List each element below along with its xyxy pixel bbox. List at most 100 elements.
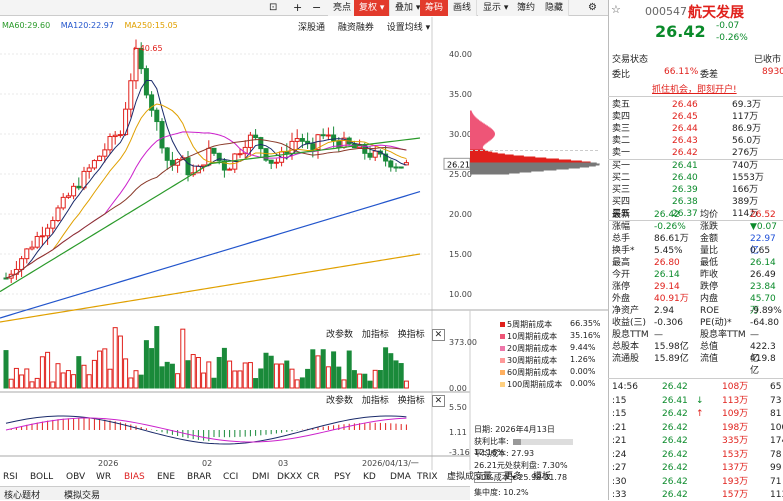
volume-bar — [247, 362, 253, 389]
indicator-tab-dma[interactable]: DMA — [390, 472, 411, 482]
stat-value: 0.65 — [750, 246, 771, 256]
current-price-tag: 26.21 — [447, 160, 470, 169]
volume-bar — [336, 366, 342, 389]
tick-row: :21 26.42 335万 174 — [612, 435, 783, 447]
indicator-tab-kd[interactable]: KD — [363, 472, 376, 482]
zoom-in-icon[interactable]: + — [293, 1, 303, 14]
stat-key: 涨停 — [612, 282, 631, 292]
tab-sim-trade[interactable]: 模拟交易 — [64, 491, 101, 501]
macd-add-indicator-button[interactable]: 加指标 — [361, 396, 389, 406]
indicator-tab-ene[interactable]: ENE — [157, 472, 176, 482]
indicator-tab-cr[interactable]: CR — [307, 472, 320, 482]
order-price: 26.38 — [672, 197, 698, 207]
toolbar-item-0[interactable]: 亮点 — [328, 0, 358, 16]
chevron-down-icon[interactable]: ▾ — [511, 473, 516, 482]
chevron-down-icon[interactable]: ▾ — [377, 3, 385, 13]
order-label: 买五 — [612, 209, 631, 219]
candle — [164, 147, 170, 161]
stat-key: 均价 — [700, 210, 719, 220]
volume-bar — [45, 351, 51, 389]
indicator-tab-模板[interactable]: 模板 — [533, 472, 552, 482]
indicator-tab-cci[interactable]: CCI — [223, 472, 239, 482]
candle — [393, 166, 399, 169]
kline-chart-area[interactable]: 40.00 35.00 30.00 25.00 20.00 15.00 10.00 26.21… — [0, 0, 608, 470]
candle — [331, 134, 337, 142]
indicator-tab-obv[interactable]: OBV — [66, 472, 86, 482]
link-set-ma[interactable]: 设置均线 — [386, 23, 423, 33]
toolbar-item-1[interactable]: 复权 ▾ — [354, 0, 391, 16]
profit-label: 获利比率: — [474, 437, 509, 446]
close-icon[interactable]: ✕ — [431, 395, 446, 407]
toolbar-item-label: 簿约 — [517, 3, 536, 13]
indicator-tab-dmi[interactable]: DMI — [252, 472, 270, 482]
stat-value: 26.14 — [654, 270, 680, 280]
open-account-banner[interactable]: 抓住机会，即刻开户! — [652, 85, 737, 95]
macd-edit-params-button[interactable]: 改参数 — [326, 396, 354, 406]
order-label: 卖一 — [612, 148, 631, 158]
close-icon[interactable]: ✕ — [431, 329, 446, 341]
stat-key: 收益(三) — [612, 318, 647, 328]
stat-key: 净资产 — [612, 306, 640, 316]
tick-v: 109万 — [722, 409, 749, 419]
volume-bar — [315, 355, 321, 389]
vol-change-indicator-button[interactable]: 换指标 — [397, 330, 425, 340]
zoom-out-icon[interactable]: − — [312, 1, 322, 14]
ma250-label: MA250:15.05 — [124, 21, 178, 30]
stat-row: 最高 26.80 最低 26.14 — [612, 257, 783, 269]
order-price: 26.44 — [672, 124, 698, 134]
toolbar-item-3[interactable]: 筹码 — [420, 0, 450, 16]
chevron-down-icon[interactable]: ▾ — [413, 3, 421, 13]
indicator-tab-brar[interactable]: BRAR — [187, 472, 212, 482]
link-margin[interactable]: 融资融券 — [337, 23, 374, 33]
range-select[interactable]: 90%成本 — [474, 472, 512, 483]
toolbar-item-4[interactable]: 画线 — [448, 0, 478, 16]
indicator-tab-rsi[interactable]: RSI — [3, 472, 18, 482]
candle — [367, 152, 373, 158]
volume-bar — [362, 373, 368, 389]
stat-value: 15.98亿 — [654, 342, 689, 352]
profit-bar — [513, 438, 574, 445]
gear-icon[interactable]: ⚙ — [588, 2, 597, 13]
toolbar-item-6[interactable]: 簿约 — [512, 0, 542, 16]
toolbar-item-7[interactable]: 隐藏 — [540, 0, 570, 16]
tick-v: 335万 — [722, 436, 749, 446]
order-volume: 56.0万 — [732, 136, 762, 146]
chevron-down-icon[interactable]: ▾ — [422, 23, 431, 33]
vol-edit-params-button[interactable]: 改参数 — [326, 330, 354, 340]
toolbar-item-label: 复权 — [359, 3, 378, 13]
stat-value: 26.52 — [750, 210, 776, 220]
stat-key: 涨幅 — [612, 222, 631, 232]
volume-bar — [325, 366, 331, 389]
macd-change-indicator-button[interactable]: 换指标 — [397, 396, 425, 406]
indicator-tab-trix[interactable]: TRIX — [417, 472, 438, 482]
tick-a: ↑ — [696, 409, 704, 419]
star-icon[interactable]: ☆ — [611, 3, 621, 16]
ma120-label: MA120:22.97 — [60, 21, 114, 30]
volume-bar — [175, 373, 181, 389]
indicator-tab-boll[interactable]: BOLL — [30, 472, 54, 482]
volume-bar — [138, 374, 144, 389]
indicator-tab-psy[interactable]: PSY — [334, 472, 351, 482]
link-hk-connect[interactable]: 深股通 — [298, 23, 326, 33]
tab-core-theme[interactable]: 核心题材 — [4, 491, 41, 501]
order-price: 26.46 — [672, 100, 698, 110]
bids-row: 买一 26.41 740万 — [612, 160, 783, 172]
chevron-down-icon[interactable]: ▾ — [501, 3, 509, 13]
screen-icon[interactable]: ⊡ — [269, 2, 278, 13]
vol-add-indicator-button[interactable]: 加指标 — [361, 330, 389, 340]
cost-legend-value: 1.26% — [570, 355, 596, 364]
order-volume: 740万 — [732, 161, 759, 171]
indicator-tab-wr[interactable]: WR — [96, 472, 112, 482]
indicator-tab-dkxx[interactable]: DKXX — [277, 472, 303, 482]
indicator-tab-更多[interactable]: 更多 — [504, 472, 523, 482]
toolbar-item-5[interactable]: 显示 ▾ — [478, 0, 515, 16]
indicator-tab-虚拟成交量[interactable]: 虚拟成交量 — [447, 472, 493, 482]
price-tick-label: 20.00 — [449, 210, 472, 219]
committee-row: 委比 66.11% 委差 8930 — [612, 67, 783, 80]
indicator-tab-bias[interactable]: BIAS — [124, 472, 145, 482]
volume-bar — [164, 361, 170, 389]
stat-value: 23.84 — [750, 282, 776, 292]
stat-row: 外盘 40.91万 内盘 45.70万 — [612, 293, 783, 316]
order-volume: 114万 — [732, 209, 759, 219]
long-ma-line — [0, 191, 421, 319]
